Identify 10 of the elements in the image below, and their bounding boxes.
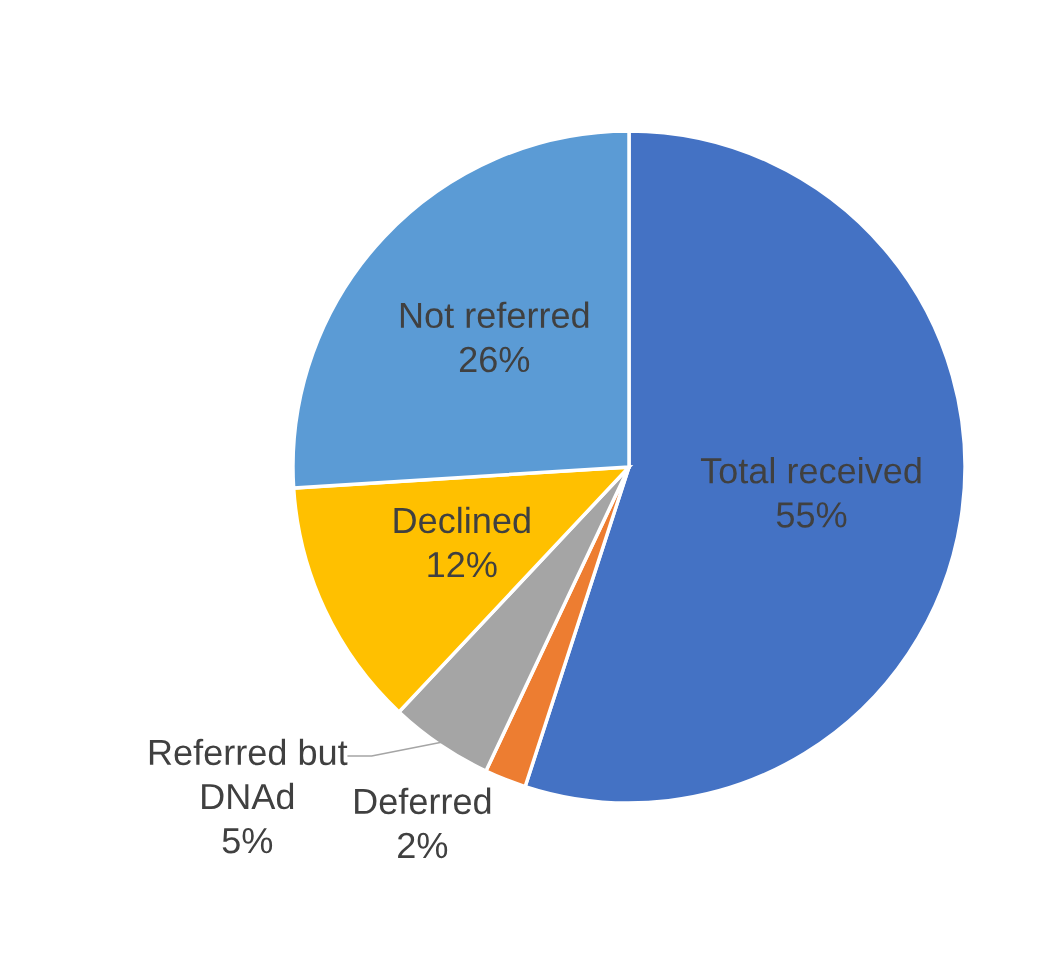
slice-label: Not referred [400,301,589,329]
slice-label: Deferred [355,787,491,815]
data-label: 55% [776,502,847,528]
data-label: 12% [428,551,497,578]
slice-label: Declined [394,506,530,534]
data-label: 26% [459,346,530,373]
slice-label: Total received [700,457,921,484]
data-label: 5% [222,828,273,854]
data-label: 2% [398,832,448,859]
slice-label: Referred but DNAd [149,738,348,810]
